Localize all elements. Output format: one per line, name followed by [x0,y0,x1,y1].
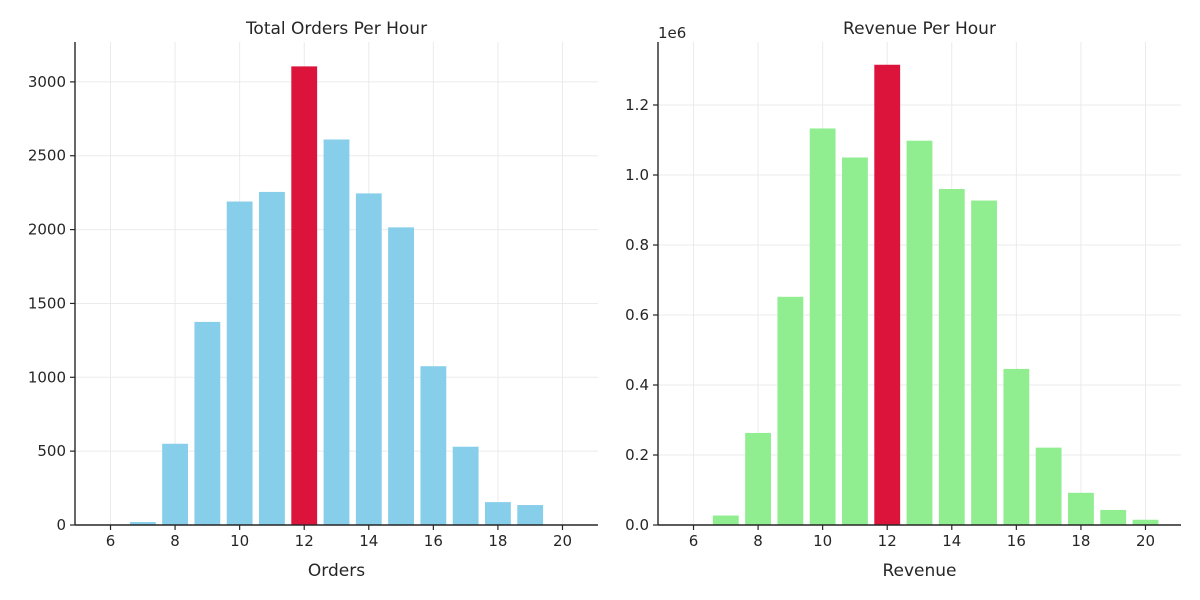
chart-2-y-tick-label: 0.6 [625,306,649,324]
chart-1-bar-hour-12 [291,66,318,526]
chart-1-bar-hour-14 [355,193,382,525]
x-axis-label: Revenue [882,561,956,581]
chart-1-x-tick-label: 14 [359,532,378,550]
chart-2-y-tick-label: 0.0 [625,516,649,534]
chart-1-y-tick-label: 1000 [28,368,66,386]
bars [97,66,544,526]
chart-1-y-tick-label: 2500 [28,147,66,165]
chart-2-bar-hour-15 [971,200,997,526]
chart-1-bar-hour-18 [485,502,511,525]
chart-1-x-tick-label: 12 [295,532,314,550]
chart-2-bar-hour-14 [938,189,965,525]
chart-1-bar-hour-11 [259,191,285,526]
chart-2-bar-hour-10 [809,128,836,525]
chart-2-x-tick-label: 12 [878,532,897,550]
chart-2-bar-hour-12 [874,64,901,525]
chart-2-bar-hour-19 [1100,509,1127,525]
chart-2-y-tick-label: 0.8 [625,236,649,254]
chart-2-bar-hour-11 [842,157,868,525]
chart-1-bar-hour-19 [517,505,544,525]
chart-1-bar-hour-10 [226,201,253,525]
chart-1-y-tick-label: 2000 [28,221,66,239]
chart-1-bar-hour-16 [420,366,447,525]
chart-1-bar-hour-15 [388,227,414,525]
chart-1-x-tick-label: 20 [553,532,572,550]
chart-1-bar-hour-9 [194,321,221,525]
chart-2-bar-hour-8 [745,432,771,525]
chart-title: Revenue Per Hour [843,19,996,39]
chart-2-bar-hour-13 [906,140,933,525]
revenue-chart-panel: Revenue Per Hour Revenue 1e6 6 8 10 12 14 16 1… [625,19,1181,581]
chart-2-bar-hour-16 [1003,368,1030,525]
chart-1-x-tick-label: 6 [106,532,116,550]
chart-2-bar-hour-9 [777,296,804,525]
chart-2-bar-hour-20 [1132,519,1159,525]
chart-1-y-tick-label: 3000 [28,73,66,91]
chart-1-y-tick-label: 0 [56,516,66,534]
chart-1-bar-hour-7 [129,522,156,525]
chart-2-y-tick-label: 0.4 [625,376,649,394]
chart-2-y-tick-label: 1.2 [625,96,649,114]
chart-2-x-tick-label: 18 [1071,532,1090,550]
chart-2-bar-hour-7 [712,515,739,525]
chart-1-bar-hour-13 [323,139,350,525]
orders-chart-panel: Total Orders Per Hour Orders 6 8 10 12 14 16 1… [28,19,598,581]
chart-1-y-tick-label: 500 [37,442,66,460]
chart-1-x-tick-label: 10 [230,532,249,550]
chart-1-x-tick-label: 18 [488,532,507,550]
chart-1-y-tick-label: 1500 [28,294,66,312]
chart-2-x-tick-label: 16 [1007,532,1026,550]
chart-2-x-tick-label: 8 [753,532,763,550]
chart-2-y-tick-label: 1.0 [625,166,649,184]
chart-2-x-tick-label: 14 [942,532,961,550]
chart-1-x-tick-label: 8 [170,532,180,550]
x-axis-label: Orders [308,561,365,581]
chart-1-bar-hour-8 [162,443,188,525]
chart-2-bar-hour-17 [1035,447,1062,525]
chart-2-x-tick-label: 10 [813,532,832,550]
chart-2-x-tick-label: 6 [689,532,699,550]
chart-1-bar-hour-17 [452,446,479,525]
chart-2-x-tick-label: 20 [1136,532,1155,550]
chart-2-y-tick-label: 0.2 [625,446,649,464]
bars [680,64,1159,526]
chart-1-x-tick-label: 16 [424,532,443,550]
chart-title: Total Orders Per Hour [245,19,427,39]
y-axis-offset-text: 1e6 [658,24,686,42]
chart-2-bar-hour-18 [1068,492,1094,525]
